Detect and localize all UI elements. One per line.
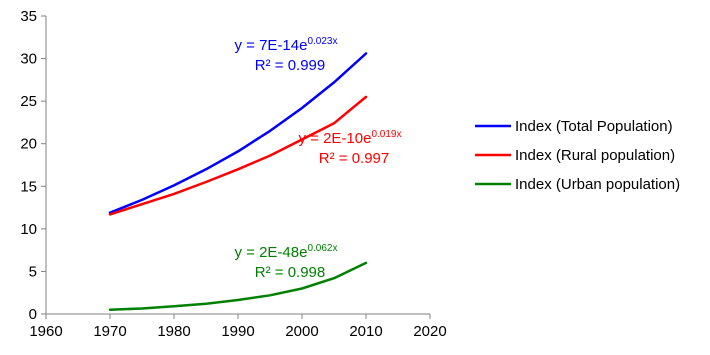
legend-label-1: Index (Total Population) [515,118,673,135]
trendline-equations: y = 7E-14e0.023x R² = 0.999 y = 2E-10e0.01… [235,36,402,281]
x-tick-label: 1980 [157,323,190,340]
series-line-3 [108,261,368,311]
tick-labels: 0 5 10 15 20 25 30 35 1960 1970 1980 1990 2000 2010 20… [20,8,446,340]
legend-label-2: Index (Rural population) [515,147,675,164]
y-tick-label: 25 [20,93,37,110]
legend-label-3: Index (Urban population) [515,176,680,193]
y-tick-label: 5 [29,263,37,280]
x-tick-label: 1990 [221,323,254,340]
trendline-r-squared: R² = 0.998 [255,264,325,281]
y-tick-label: 35 [20,8,37,25]
series-lines [108,52,368,311]
y-tick-label: 10 [20,221,37,238]
x-tick-label: 1960 [29,323,62,340]
y-tick-label: 30 [20,51,37,68]
series-line-2 [108,95,368,216]
x-tick-label: 2010 [349,323,382,340]
trendline-equation: y = 2E-48e0.062x [235,243,338,261]
x-tick-label: 2020 [413,323,446,340]
trendline-r-squared: R² = 0.999 [255,57,325,74]
series-line-1 [108,52,368,214]
y-tick-label: 0 [29,306,37,323]
axes [41,15,431,319]
trendline-equation: y = 7E-14e0.023x [235,36,338,54]
x-tick-label: 1970 [93,323,126,340]
x-tick-label: 2000 [285,323,318,340]
trendline-r-squared: R² = 0.997 [319,150,389,167]
trendline-equation: y = 2E-10e0.019x [299,129,402,147]
y-tick-label: 20 [20,136,37,153]
legend: Index (Total Population) Index (Rural pop… [475,118,680,193]
y-tick-label: 15 [20,178,37,195]
